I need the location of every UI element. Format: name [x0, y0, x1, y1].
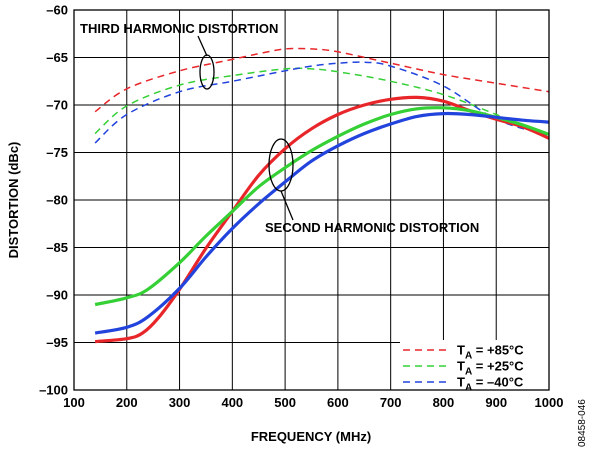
second-harmonic-series-line — [94, 111, 550, 335]
x-tick-labels: 100 200 300 400 500 600 700 800 900 1000 — [63, 395, 563, 410]
x-tick-label: 500 — [274, 395, 296, 410]
x-tick-label: 100 — [63, 395, 85, 410]
y-tick-label: –95 — [46, 335, 68, 350]
x-tick-label: 200 — [116, 395, 138, 410]
series — [94, 47, 550, 344]
legend-label: TA = –40°C — [457, 375, 524, 394]
third-harmonic-series-line — [94, 61, 550, 144]
y-tick-label: –85 — [46, 240, 68, 255]
y-axis-title: DISTORTION (dBc) — [6, 142, 21, 259]
x-tick-label: 400 — [221, 395, 243, 410]
legend: TA = +85°CTA = +25°CTA = –40°C — [400, 340, 550, 394]
y-tick-label: –80 — [46, 193, 68, 208]
legend-box — [400, 340, 550, 392]
x-axis-title: FREQUENCY (MHz) — [251, 429, 371, 444]
y-tick-label: –65 — [46, 50, 68, 65]
y-tick-label: –90 — [46, 288, 68, 303]
y-tick-label: –75 — [46, 145, 68, 160]
x-tick-label: 900 — [485, 395, 507, 410]
figure-id: 08458-046 — [577, 399, 588, 447]
legend-label: TA = +85°C — [457, 343, 524, 362]
third-harmonic-series-line — [94, 47, 550, 113]
x-tick-label: 700 — [380, 395, 402, 410]
plot-frame — [73, 9, 550, 391]
third-harmonic-marker-ellipse — [199, 54, 215, 90]
second-harmonic-leader-line — [280, 190, 294, 221]
legend-label: TA = +25°C — [457, 359, 524, 378]
x-tick-label: 1000 — [535, 395, 564, 410]
y-tick-labels: –100 –95 –90 –85 –80 –75 –70 –65 –60 — [39, 3, 68, 398]
x-tick-label: 600 — [327, 395, 349, 410]
y-tick-label: –70 — [46, 98, 68, 113]
third-harmonic-label: THIRD HARMONIC DISTORTION — [80, 21, 278, 36]
second-harmonic-series-line — [94, 106, 550, 307]
x-tick-label: 800 — [433, 395, 455, 410]
third-harmonic-leader-line — [197, 35, 208, 57]
second-harmonic-label: SECOND HARMONIC DISTORTION — [265, 220, 479, 235]
y-tick-label: –60 — [46, 3, 68, 18]
x-tick-label: 300 — [169, 395, 191, 410]
y-tick-label: –100 — [39, 383, 68, 398]
third-harmonic-series-line — [94, 67, 550, 137]
